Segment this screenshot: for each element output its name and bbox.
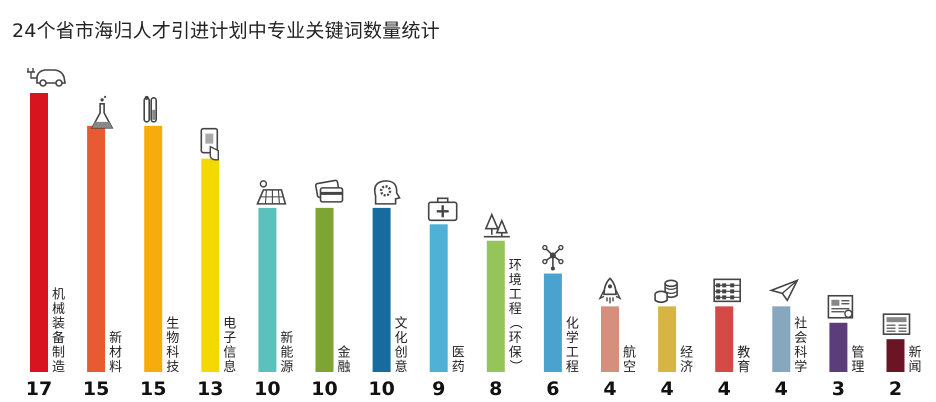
- value-label-3: 15: [140, 378, 166, 400]
- value-label-8: 9: [432, 378, 445, 400]
- bar-3: [144, 125, 163, 372]
- value-label-13: 4: [718, 378, 731, 400]
- bar-2: [87, 125, 106, 372]
- bar-9: [486, 240, 505, 372]
- tablet-touch-icon: [200, 127, 220, 161]
- value-label-16: 2: [889, 378, 902, 400]
- category-label-3: 生物科技: [166, 317, 179, 376]
- bar-15: [829, 322, 848, 372]
- car-icon: [27, 68, 66, 87]
- category-label-15: 管理: [851, 346, 864, 376]
- credit-card-icon: [314, 179, 344, 203]
- bar-4: [201, 158, 220, 372]
- bar-11: [601, 306, 619, 372]
- report-icon: [827, 294, 854, 319]
- bar-1: [30, 93, 48, 372]
- category-label-11: 航空: [623, 345, 636, 376]
- trees-icon: [483, 212, 510, 238]
- bar-5: [258, 207, 277, 372]
- value-label-11: 4: [603, 378, 616, 400]
- abacus-icon: [713, 278, 742, 303]
- bar-6: [315, 207, 334, 372]
- value-label-10: 6: [546, 378, 559, 400]
- value-label-2: 15: [83, 378, 109, 400]
- newspaper-icon: [882, 313, 911, 335]
- first-aid-kit-icon: [427, 197, 458, 222]
- category-label-16: 新闻: [909, 345, 922, 376]
- bar-10: [543, 273, 562, 372]
- bar-14: [772, 306, 791, 372]
- category-label-13: 教育: [737, 345, 750, 376]
- category-label-7: 文化创意: [395, 317, 408, 376]
- category-label-10: 化学工程: [566, 317, 579, 376]
- coins-icon: [654, 279, 678, 304]
- value-label-4: 13: [197, 378, 223, 400]
- category-label-4: 电子信息: [223, 317, 236, 376]
- bar-8: [429, 224, 448, 372]
- category-label-1: 机械装备制造: [52, 288, 65, 376]
- category-label-14: 社会科学: [794, 316, 807, 376]
- value-label-7: 10: [368, 378, 394, 400]
- solar-panel-icon: [256, 180, 287, 205]
- value-label-15: 3: [832, 378, 845, 400]
- category-label-5: 新能源: [280, 330, 293, 375]
- value-label-1: 17: [26, 378, 52, 400]
- bar-12: [658, 306, 677, 372]
- chart-title: 24个省市海归人才引进计划中专业关键词数量统计: [12, 20, 440, 42]
- value-label-12: 4: [660, 378, 673, 400]
- category-label-12: 经济: [680, 346, 693, 376]
- category-label-8: 医药: [452, 346, 465, 376]
- value-label-9: 8: [489, 378, 502, 400]
- chemical-molecule-icon: [542, 244, 564, 271]
- category-label-9: 环境工程︵环保︶: [509, 259, 523, 376]
- bar-7: [372, 207, 391, 372]
- paper-plane-icon: [768, 278, 799, 302]
- value-label-5: 10: [254, 378, 280, 400]
- category-label-6: 金融: [338, 345, 351, 376]
- value-label-14: 4: [775, 378, 788, 400]
- test-tube-icon: [143, 95, 157, 123]
- value-label-6: 10: [311, 378, 337, 400]
- category-label-2: 新材料: [109, 330, 122, 375]
- brain-gear-icon: [373, 180, 401, 205]
- rocket-icon: [598, 277, 622, 304]
- flask-icon: [90, 95, 114, 129]
- bar-13: [715, 306, 734, 372]
- bar-16: [886, 339, 905, 372]
